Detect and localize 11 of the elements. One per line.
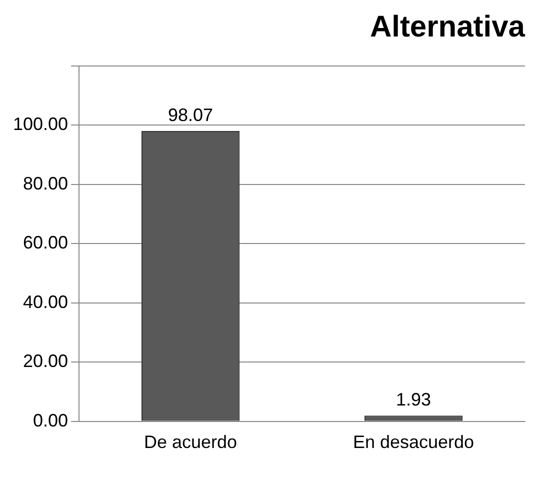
x-tick-label: De acuerdo [144,432,238,452]
y-tick-label: 40.00 [23,292,68,312]
chart-title: Alternativa [370,10,526,44]
x-tick-label: En desacuerdo [352,432,474,452]
y-tick-label: 20.00 [23,351,68,372]
y-tick-label: 100.00 [12,114,68,134]
y-tick-label: 0.00 [33,410,68,430]
y-tick-label: 80.00 [23,173,68,194]
data-label: 98.07 [168,104,214,125]
y-tick-label: 60.00 [23,232,68,253]
data-label: 1.93 [396,390,432,410]
